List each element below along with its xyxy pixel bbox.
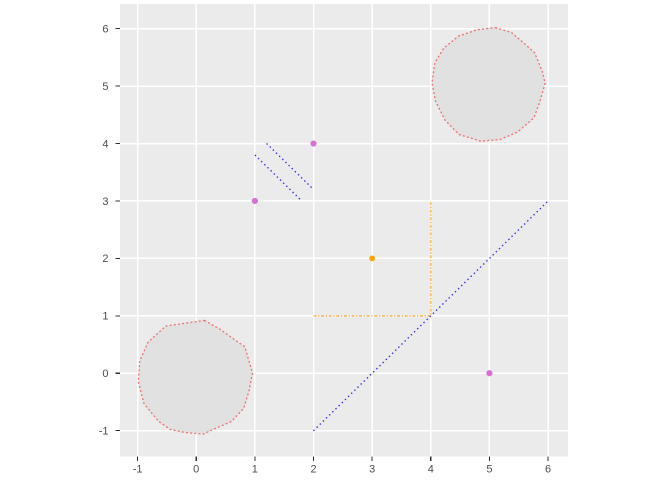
polygon-top-right — [431, 26, 546, 142]
y-axis-tick-label: 1 — [102, 311, 108, 323]
x-axis-tick-label: 0 — [193, 464, 199, 476]
x-axis-tick-label: 5 — [486, 464, 492, 476]
points-magenta — [310, 140, 317, 147]
y-axis-tick-label: 0 — [102, 368, 108, 380]
y-axis-tick-label: 3 — [102, 196, 108, 208]
y-axis-tick-label: 6 — [102, 23, 108, 35]
point-orange — [369, 255, 376, 262]
series-layer — [137, 26, 549, 435]
x-axis-tick-label: 4 — [428, 464, 434, 476]
y-axis-tick-label: 2 — [102, 253, 108, 265]
points-magenta — [486, 370, 493, 377]
y-axis-tick-label: -1 — [99, 425, 109, 437]
line-blue-diagonal — [313, 200, 549, 432]
x-axis-tick-label: 1 — [252, 464, 258, 476]
y-axis-tick-label: 4 — [102, 138, 108, 150]
axes: -1 0 1 2 3 4 5 6 -1 0 1 2 3 4 5 6 — [99, 23, 551, 475]
path-orange-elbow — [313, 201, 432, 317]
x-axis-tick-label: 6 — [545, 464, 551, 476]
x-axis-tick-label: -1 — [133, 464, 143, 476]
x-axis-tick-label: 2 — [310, 464, 316, 476]
y-axis-tick-label: 5 — [102, 81, 108, 93]
points-magenta — [251, 197, 258, 205]
polygon-bottom-left — [137, 319, 254, 435]
x-axis-tick-label: 3 — [369, 464, 375, 476]
